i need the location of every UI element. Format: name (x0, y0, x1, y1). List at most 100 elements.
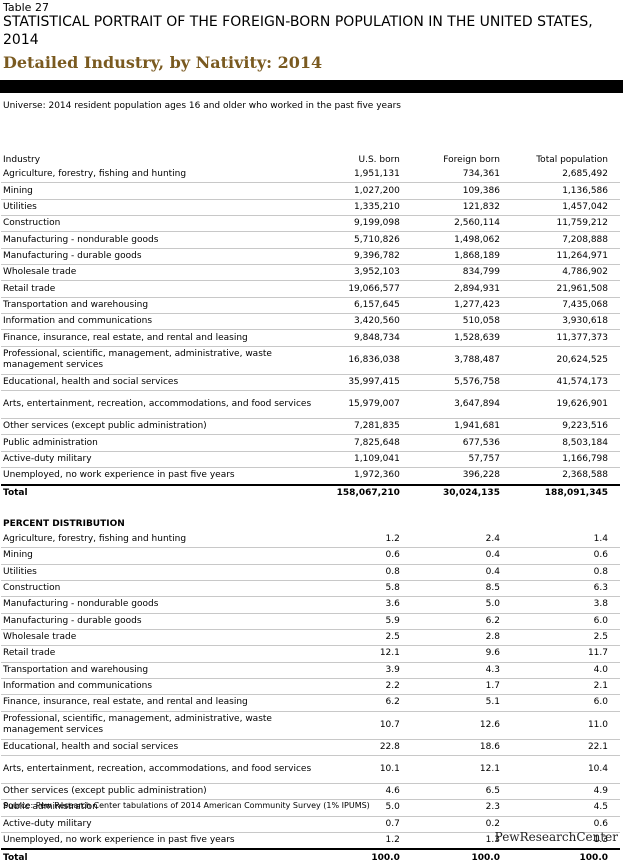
universe-note: Universe: 2014 resident population ages … (3, 101, 401, 111)
count-row: Utilities 1,335,210 121,832 1,457,042 (1, 199, 620, 217)
total-cell: 22.1 (504, 739, 620, 756)
total-cell: 1,457,042 (504, 199, 620, 217)
foreign-born-cell: 510,058 (404, 313, 505, 331)
page-title: STATISTICAL PORTRAIT OF THE FOREIGN-BORN… (3, 14, 593, 48)
industry-table: Industry U.S. born Foreign born Total po… (1, 153, 620, 866)
foreign-born-cell: 1,941,681 (404, 418, 505, 436)
total-cell: 3,930,618 (504, 313, 620, 331)
total-cell: 2.1 (504, 678, 620, 696)
total-cell: 0.6 (504, 547, 620, 565)
industry-cell: Information and communications (1, 313, 321, 331)
total-cell: 11,377,373 (504, 329, 620, 347)
industry-cell: Educational, health and social services (1, 739, 321, 756)
percent-row: Professional, scientific, management, ad… (1, 711, 620, 740)
percent-row: Finance, insurance, real estate, and ren… (1, 694, 620, 712)
total-cell: 6.0 (504, 613, 620, 630)
us-born-cell: 3.6 (320, 596, 405, 614)
percent-row: Arts, entertainment, recreation, accommo… (1, 755, 620, 784)
column-header-total-population: Total population (536, 154, 608, 165)
percent-row: Wholesale trade 2.5 2.8 2.5 (1, 629, 620, 647)
total-cell: 11.7 (504, 645, 620, 663)
foreign-born-cell: 9.6 (404, 645, 505, 663)
us-born-cell: 1,109,041 (320, 451, 405, 469)
count-total-row: Total 158,067,210 30,024,135 188,091,345 (1, 485, 620, 501)
us-born-cell: 5.0 (320, 799, 405, 817)
foreign-born-cell: 0.4 (404, 547, 505, 565)
industry-cell: Finance, insurance, real estate, and ren… (1, 329, 321, 347)
count-row: Information and communications 3,420,560 5… (1, 313, 620, 331)
us-born-cell: 12.1 (320, 645, 405, 663)
industry-cell: Mining (1, 182, 321, 200)
us-born-cell: 2.5 (320, 629, 405, 647)
us-born-cell: 9,396,782 (320, 248, 405, 266)
table-number: Table 27 (3, 1, 49, 14)
total-cell: 4,786,902 (504, 264, 620, 282)
foreign-born-cell: 57,757 (404, 451, 505, 469)
industry-cell: Public administration (1, 799, 321, 817)
total-cell: 0.6 (504, 816, 620, 834)
percent-row: Educational, health and social services 2… (1, 739, 620, 756)
foreign-born-cell: 30,024,135 (443, 487, 500, 498)
industry-cell: Unemployed, no work experience in past f… (1, 832, 321, 851)
foreign-born-cell: 8.5 (404, 580, 505, 598)
foreign-born-cell: 4.3 (404, 662, 505, 679)
total-cell: 2,368,588 (504, 467, 620, 486)
us-born-cell: 1.2 (320, 531, 405, 549)
industry-cell: Information and communications (1, 678, 321, 696)
industry-cell: Agriculture, forestry, fishing and hunti… (1, 531, 321, 549)
industry-cell: Construction (1, 580, 321, 598)
us-born-cell: 5,710,826 (320, 231, 405, 249)
percent-row: Mining 0.6 0.4 0.6 (1, 547, 620, 565)
percent-row: Construction 5.8 8.5 6.3 (1, 580, 620, 598)
us-born-cell: 10.1 (320, 755, 405, 784)
column-header-us-born: U.S. born (358, 154, 400, 165)
us-born-cell: 0.8 (320, 564, 405, 581)
percent-row: Other services (except public administra… (1, 783, 620, 801)
total-cell: 1.4 (504, 531, 620, 549)
industry-cell: Arts, entertainment, recreation, accommo… (1, 755, 321, 784)
total-cell: 10.4 (504, 755, 620, 784)
total-cell: 3.8 (504, 596, 620, 614)
percent-row: Information and communications 2.2 1.7 2.1 (1, 678, 620, 696)
industry-cell: Professional, scientific, management, ad… (1, 346, 321, 375)
industry-cell: Educational, health and social services (1, 374, 321, 392)
percent-row: Utilities 0.8 0.4 0.8 (1, 564, 620, 581)
count-row: Retail trade 19,066,577 2,894,931 21,961,50… (1, 280, 620, 298)
foreign-born-cell: 109,386 (404, 182, 505, 200)
total-cell: 11,264,971 (504, 248, 620, 266)
count-row: Manufacturing - durable goods 9,396,782 1,… (1, 248, 620, 266)
foreign-born-cell: 100.0 (471, 852, 500, 863)
industry-cell: Utilities (1, 199, 321, 217)
percent-row: Manufacturing - nondurable goods 3.6 5.0 3.… (1, 596, 620, 614)
us-born-cell: 1,951,131 (320, 167, 405, 184)
industry-cell: Retail trade (1, 280, 321, 298)
foreign-born-cell: 834,799 (404, 264, 505, 282)
industry-cell: Retail trade (1, 645, 321, 663)
us-born-cell: 15,979,007 (320, 390, 405, 420)
industry-cell: Public administration (1, 434, 321, 452)
us-born-cell: 1.2 (320, 832, 405, 851)
industry-cell: Mining (1, 547, 321, 565)
industry-cell: Wholesale trade (1, 629, 321, 647)
industry-cell: Professional, scientific, management, ad… (1, 711, 321, 740)
us-born-cell: 1,027,200 (320, 182, 405, 200)
industry-cell: Total (3, 487, 28, 498)
total-cell: 1,136,586 (504, 182, 620, 200)
count-row: Professional, scientific, management, ad… (1, 346, 620, 375)
foreign-born-cell: 2,560,114 (404, 215, 505, 233)
us-born-cell: 9,199,098 (320, 215, 405, 233)
count-row: Finance, insurance, real estate, and ren… (1, 329, 620, 347)
percent-row: Transportation and warehousing 3.9 4.3 4.0 (1, 662, 620, 679)
us-born-cell: 7,281,835 (320, 418, 405, 436)
count-row: Transportation and warehousing 6,157,645 1… (1, 297, 620, 315)
industry-cell: Finance, insurance, real estate, and ren… (1, 694, 321, 712)
total-cell: 188,091,345 (544, 487, 608, 498)
percent-row: Manufacturing - durable goods 5.9 6.2 6.0 (1, 613, 620, 630)
total-cell: 0.8 (504, 564, 620, 581)
total-cell: 19,626,901 (504, 390, 620, 420)
count-row: Active-duty military 1,109,041 57,757 1,166… (1, 451, 620, 469)
us-born-cell: 3,420,560 (320, 313, 405, 331)
total-cell: 2,685,492 (504, 167, 620, 184)
us-born-cell: 19,066,577 (320, 280, 405, 298)
percent-row: Agriculture, forestry, fishing and hunti… (1, 531, 620, 549)
